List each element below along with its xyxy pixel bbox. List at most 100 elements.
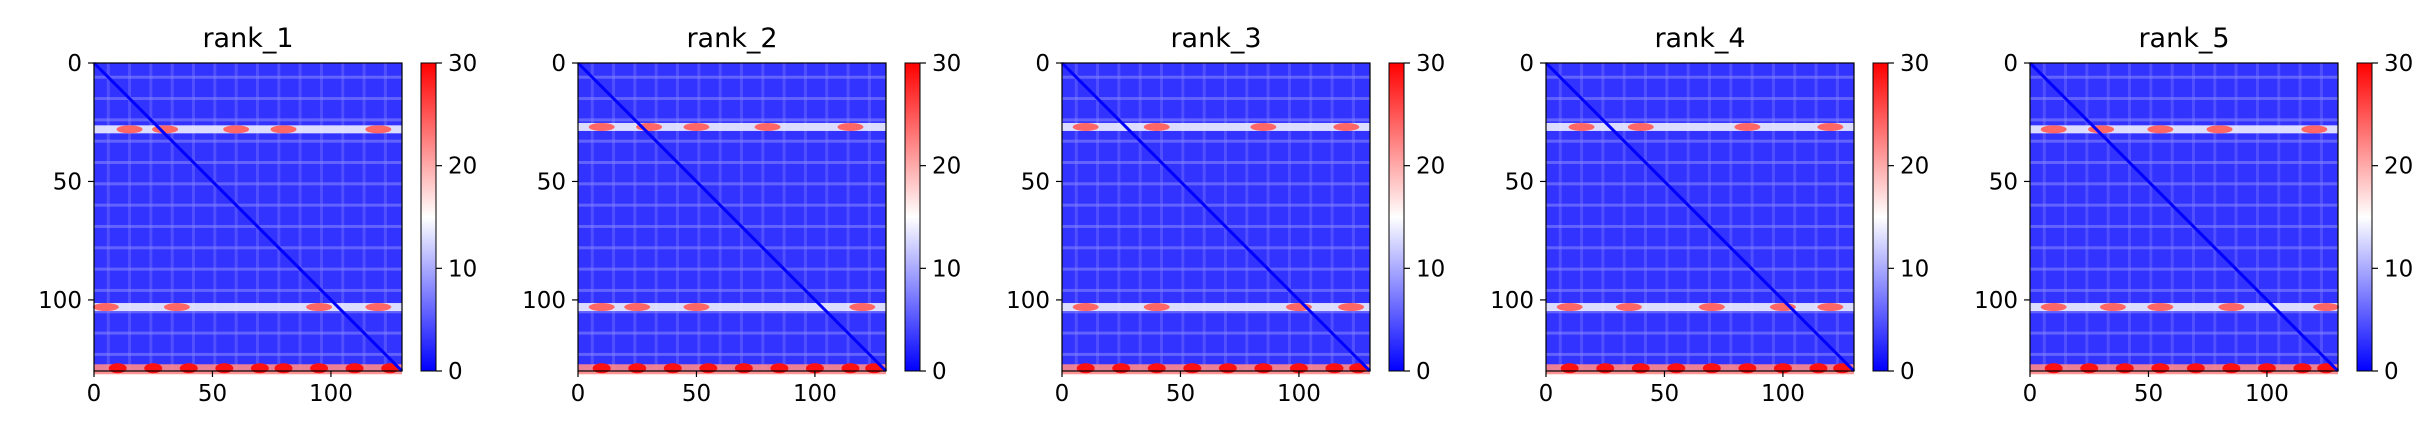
heatmap-col-band — [319, 63, 323, 371]
colorbar — [904, 62, 921, 372]
heatmap-row-band — [2030, 310, 2338, 314]
heatmap-peak — [1734, 122, 1761, 131]
heatmap-peak — [1560, 363, 1579, 374]
heatmap-col-band — [1074, 63, 1078, 371]
y-tick-label: 100 — [522, 288, 566, 314]
heatmap-col-band — [2085, 63, 2089, 371]
heatmap-col-band — [1287, 63, 1291, 371]
heatmap-col-band — [2042, 63, 2046, 371]
x-tick-label: 50 — [2134, 381, 2163, 407]
heatmap-panel-4: rank_4 0 50 100 0 50 100 0 10 20 30 — [1490, 23, 1929, 407]
heatmap-row-band — [1062, 161, 1370, 165]
colorbar-tick-label: 0 — [1416, 359, 1431, 385]
heatmap-row-band — [2030, 224, 2338, 228]
heatmap-row-band — [94, 352, 402, 356]
heatmap-row-band — [578, 310, 886, 314]
heatmap-peak — [2301, 125, 2328, 134]
x-tick-label: 100 — [2245, 381, 2289, 407]
y-tick-label: 50 — [1989, 169, 2018, 195]
x-tick-label: 50 — [1166, 381, 1195, 407]
heatmap-row-band — [1546, 97, 1854, 101]
heatmap-peak — [588, 303, 615, 312]
heatmap-col-band — [1266, 63, 1270, 371]
heatmap-row-band — [1546, 331, 1854, 335]
heatmap-col-band — [2298, 63, 2302, 371]
heatmap-row-band — [94, 97, 402, 101]
heatmap-col-band — [149, 63, 153, 371]
y-tick-label: 100 — [38, 288, 82, 314]
heatmap-row-band — [1546, 267, 1854, 271]
heatmap-row-band — [2030, 267, 2338, 271]
colorbar-tick-label: 20 — [448, 154, 477, 180]
heatmap-panel-5: rank_5 0 50 100 0 50 100 0 10 20 30 — [1974, 23, 2413, 407]
heatmap-row-band — [578, 161, 886, 165]
heatmap-col-band — [170, 63, 174, 371]
heatmap-peak — [699, 363, 718, 374]
heatmap-peak — [683, 303, 710, 312]
colorbar-tick-label: 20 — [1416, 154, 1445, 180]
heatmap-peak — [1738, 363, 1757, 374]
x-tick-label: 100 — [309, 381, 353, 407]
heatmap-peak — [1254, 363, 1273, 374]
heatmap-peak — [108, 363, 127, 374]
heatmap-row-band — [578, 352, 886, 356]
heatmap-col-band — [1686, 63, 1690, 371]
heatmap-high-row — [1062, 364, 1370, 375]
heatmap-col-band — [234, 63, 238, 371]
heatmap-panel-2: rank_2 0 50 100 0 50 100 0 10 20 30 — [522, 23, 961, 407]
heatmap-col-band — [2277, 63, 2281, 371]
heatmap-col-band — [1835, 63, 1839, 371]
heatmap-peak — [2293, 363, 2312, 374]
heatmap-row-band — [94, 161, 402, 165]
colorbar-tick-label: 10 — [932, 256, 961, 282]
heatmap-row-band — [578, 267, 886, 271]
heatmap-row-band — [1546, 118, 1854, 122]
heatmap-peak — [1250, 122, 1277, 131]
heatmap-peak — [1702, 363, 1721, 374]
heatmap-col-band — [255, 63, 259, 371]
heatmap-col-band — [1160, 63, 1164, 371]
heatmap-row-band — [578, 139, 886, 143]
heatmap-peak — [179, 363, 198, 374]
heatmap-col-band — [1707, 63, 1711, 371]
heatmap-row-band — [94, 288, 402, 292]
colorbar-tick-label: 20 — [932, 154, 961, 180]
heatmap-row-band — [2030, 246, 2338, 250]
heatmap-col-band — [1622, 63, 1626, 371]
heatmap-peak — [1596, 363, 1615, 374]
heatmap-row-band — [94, 310, 402, 314]
heatmap-peak — [1556, 303, 1583, 312]
heatmap-row-band — [1546, 224, 1854, 228]
heatmap-high-row — [94, 303, 402, 312]
axes-frame — [577, 62, 887, 372]
heatmap-row-band — [1062, 118, 1370, 122]
heatmap-peak — [1325, 363, 1344, 374]
y-tick-label: 50 — [1021, 169, 1050, 195]
heatmap-col-band — [654, 63, 658, 371]
heatmap-high-row — [94, 364, 402, 375]
heatmap-peak — [144, 363, 163, 374]
axes-frame — [1545, 62, 1855, 372]
colorbar-tick-label: 20 — [1900, 154, 1929, 180]
heatmap-peak — [1333, 122, 1360, 131]
colorbar-tick-label: 0 — [932, 359, 947, 385]
heatmap-row-band — [1062, 352, 1370, 356]
heatmap-row-band — [2030, 203, 2338, 207]
heatmap-col-band — [1750, 63, 1754, 371]
heatmap-peak — [365, 125, 392, 134]
heatmap-row-band — [1546, 139, 1854, 143]
x-tick-label: 100 — [793, 381, 837, 407]
heatmap-col-band — [1558, 63, 1562, 371]
colorbar-tick-label: 0 — [448, 359, 463, 385]
heatmap-peak — [1143, 303, 1170, 312]
heatmap-col-band — [2191, 63, 2195, 371]
heatmap-col-band — [782, 63, 786, 371]
heatmap-panel-1: rank_1 0 50 100 0 50 100 0 10 20 30 — [38, 23, 477, 407]
heatmap-row-band — [2030, 75, 2338, 79]
heatmap-peak — [1627, 122, 1654, 131]
heatmap-row-band — [578, 118, 886, 122]
heatmap-col-band — [676, 63, 680, 371]
heatmap-row-band — [2030, 182, 2338, 186]
heatmap-col-band — [106, 63, 110, 371]
heatmap-peak — [1143, 122, 1170, 131]
